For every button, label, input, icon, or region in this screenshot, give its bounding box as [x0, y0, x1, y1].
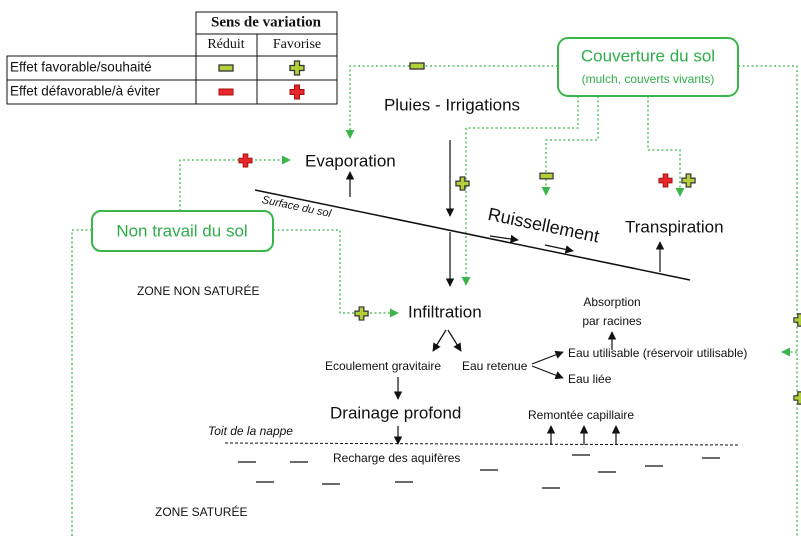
- dotted-arrow: [345, 65, 558, 139]
- label: Recharge des aquifères: [333, 451, 460, 465]
- label: par racines: [582, 314, 641, 328]
- arrow: [489, 234, 519, 244]
- plus-red-icon: [289, 84, 305, 100]
- node-detail: (mulch, couverts vivants): [582, 72, 715, 86]
- arrow: [544, 244, 574, 254]
- dotted-arrow: [179, 155, 291, 211]
- plus-green-icon: [793, 391, 801, 405]
- legend-table: Sens de variation Réduit Favorise Effet …: [6, 11, 338, 105]
- label: Remontée capillaire: [528, 408, 634, 422]
- column-header: Favorise: [273, 37, 321, 52]
- plus-green-icon: [455, 176, 470, 191]
- label: Eau utilisable (réservoir utilisable): [568, 346, 747, 360]
- minus-green-icon: [539, 172, 554, 180]
- plus-red-icon: [238, 153, 253, 168]
- dotted-line: [71, 229, 92, 537]
- row-header: Effet favorable/souhaité: [10, 60, 152, 75]
- plus-red-icon: [658, 173, 673, 188]
- minus-green-icon: [409, 62, 425, 70]
- water-table: [224, 442, 741, 446]
- minus-green-icon: [218, 64, 234, 72]
- legend-title: Sens de variation: [211, 14, 322, 30]
- plus-green-icon: [793, 313, 801, 327]
- column-header: Réduit: [207, 37, 244, 52]
- plus-green-icon: [354, 306, 369, 321]
- arrow: [531, 365, 564, 380]
- minus-red-icon: [218, 88, 234, 96]
- label: Absorption: [583, 295, 640, 309]
- plus-green-icon: [681, 173, 696, 188]
- row-header: Effet défavorable/à éviter: [10, 84, 160, 99]
- arrow: [432, 329, 447, 352]
- label: Transpiration: [625, 217, 724, 236]
- zone-label: ZONE NON SATURÉE: [137, 283, 259, 298]
- label: Eau liée: [568, 372, 612, 386]
- arrow: [447, 329, 462, 352]
- water-dashes: [238, 454, 720, 489]
- dotted-arrow: [541, 96, 599, 196]
- label: Pluies - Irrigations: [384, 95, 520, 114]
- arrow: [531, 350, 564, 365]
- non-travail-box: [91, 210, 274, 252]
- node-label: Non travail du sol: [116, 221, 247, 240]
- label: Evaporation: [305, 151, 396, 170]
- dotted-line: [738, 65, 798, 537]
- dotted-arrow: [647, 96, 685, 197]
- label: Infiltration: [408, 302, 482, 321]
- label: Toit de la nappe: [208, 424, 293, 438]
- dotted-arrow: [461, 96, 579, 286]
- zone-label: ZONE SATURÉE: [155, 504, 247, 519]
- soil-surface: [254, 189, 691, 281]
- label: Ruissellement: [486, 204, 601, 247]
- plus-green-icon: [289, 60, 305, 76]
- dotted-arrow: [273, 229, 399, 318]
- label: Eau retenue: [462, 359, 528, 373]
- label: Drainage profond: [330, 403, 461, 422]
- node-label: Couverture du sol: [581, 46, 715, 65]
- cell: [256, 79, 338, 105]
- label: Ecoulement gravitaire: [325, 359, 441, 373]
